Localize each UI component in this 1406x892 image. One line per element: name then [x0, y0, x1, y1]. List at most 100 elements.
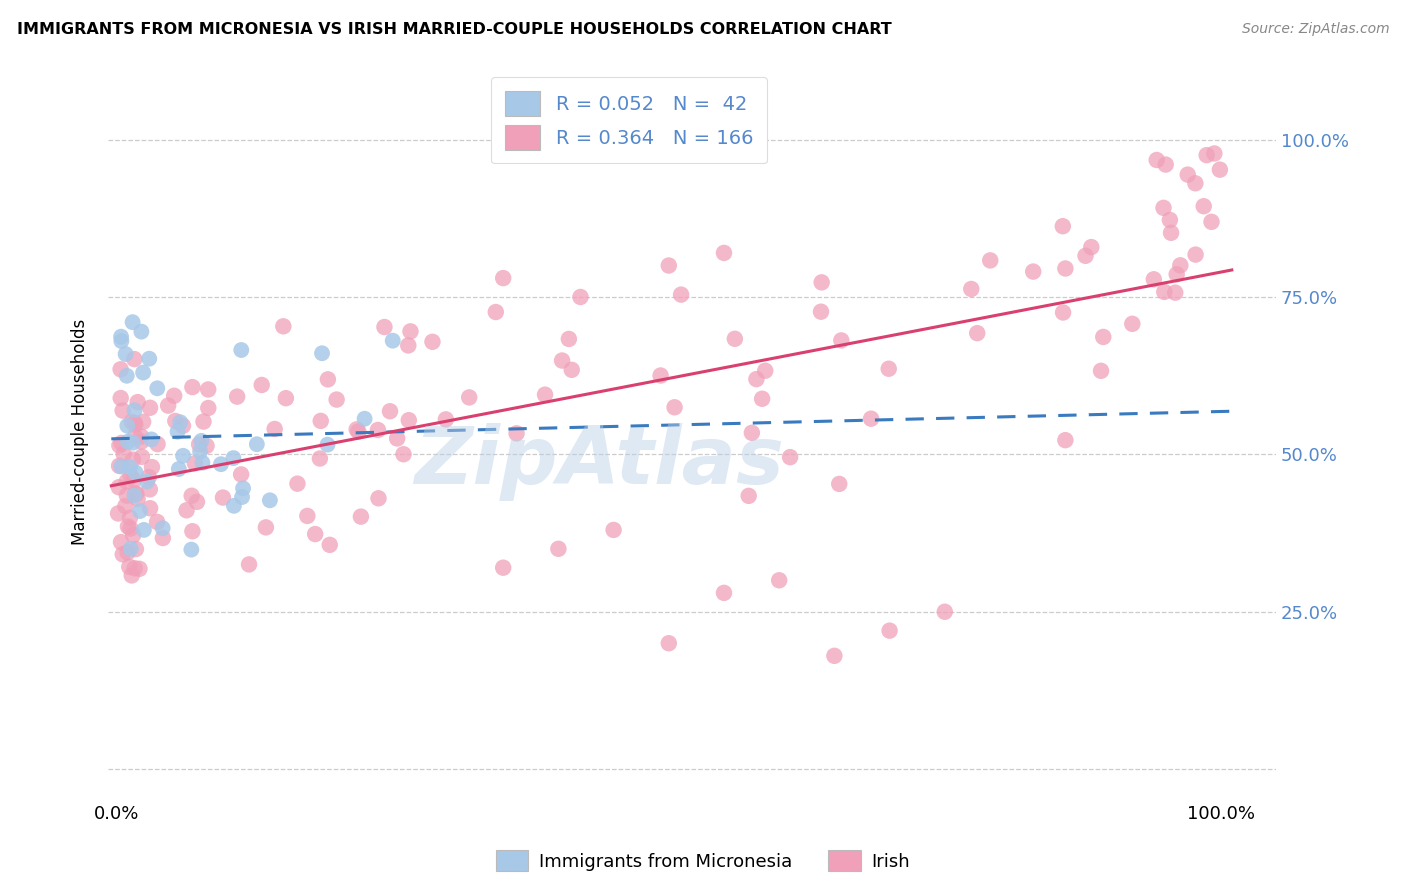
- Point: [141, 460, 163, 475]
- Text: ZipAtlas: ZipAtlas: [413, 423, 783, 500]
- Point: [367, 491, 389, 506]
- Point: [190, 434, 212, 448]
- Point: [110, 535, 132, 549]
- Point: [1159, 213, 1181, 227]
- Point: [1164, 285, 1187, 300]
- Point: [1209, 162, 1232, 177]
- Point: [724, 332, 747, 346]
- Point: [110, 459, 132, 474]
- Point: [658, 636, 681, 650]
- Point: [118, 510, 141, 524]
- Point: [111, 403, 134, 417]
- Point: [287, 476, 309, 491]
- Point: [434, 412, 457, 426]
- Point: [713, 586, 735, 600]
- Point: [1092, 330, 1115, 344]
- Point: [1184, 176, 1206, 190]
- Point: [110, 436, 132, 450]
- Point: [184, 456, 207, 470]
- Point: [754, 364, 776, 378]
- Point: [110, 334, 132, 348]
- Point: [125, 486, 148, 500]
- Point: [139, 483, 162, 497]
- Point: [180, 542, 202, 557]
- Point: [128, 562, 150, 576]
- Point: [779, 450, 801, 464]
- Point: [115, 368, 138, 383]
- Point: [1160, 226, 1182, 240]
- Point: [505, 426, 527, 441]
- Point: [122, 528, 145, 542]
- Point: [399, 325, 422, 339]
- Point: [146, 515, 169, 529]
- Point: [124, 416, 146, 430]
- Point: [132, 523, 155, 537]
- Point: [188, 444, 211, 458]
- Point: [810, 304, 832, 318]
- Point: [131, 450, 153, 464]
- Point: [485, 305, 508, 319]
- Point: [350, 509, 373, 524]
- Point: [311, 346, 333, 360]
- Point: [197, 401, 219, 415]
- Point: [1177, 168, 1199, 182]
- Point: [1184, 247, 1206, 261]
- Point: [169, 415, 191, 429]
- Point: [112, 447, 135, 461]
- Point: [197, 383, 219, 397]
- Point: [188, 437, 211, 451]
- Point: [136, 475, 159, 489]
- Point: [534, 387, 557, 401]
- Point: [768, 574, 790, 588]
- Point: [273, 319, 295, 334]
- Point: [108, 458, 131, 473]
- Point: [1054, 261, 1077, 276]
- Point: [458, 391, 481, 405]
- Point: [120, 541, 142, 556]
- Point: [117, 519, 139, 533]
- Point: [664, 401, 686, 415]
- Point: [259, 493, 281, 508]
- Point: [1052, 219, 1074, 234]
- Point: [127, 395, 149, 409]
- Point: [138, 470, 160, 484]
- Point: [823, 648, 845, 663]
- Point: [492, 271, 515, 285]
- Point: [132, 415, 155, 429]
- Point: [1204, 146, 1226, 161]
- Text: IMMIGRANTS FROM MICRONESIA VS IRISH MARRIED-COUPLE HOUSEHOLDS CORRELATION CHART: IMMIGRANTS FROM MICRONESIA VS IRISH MARR…: [17, 22, 891, 37]
- Point: [107, 480, 129, 494]
- Point: [120, 469, 142, 483]
- Point: [115, 475, 138, 489]
- Point: [1153, 201, 1175, 215]
- Point: [422, 334, 444, 349]
- Point: [828, 477, 851, 491]
- Point: [979, 253, 1001, 268]
- Point: [122, 473, 145, 487]
- Point: [232, 481, 254, 495]
- Point: [385, 432, 408, 446]
- Point: [547, 541, 569, 556]
- Point: [1192, 199, 1215, 213]
- Point: [139, 501, 162, 516]
- Point: [107, 507, 129, 521]
- Point: [117, 545, 139, 559]
- Point: [131, 325, 153, 339]
- Point: [108, 438, 131, 452]
- Point: [297, 508, 319, 523]
- Point: [810, 276, 832, 290]
- Point: [166, 425, 188, 439]
- Point: [165, 414, 187, 428]
- Point: [254, 520, 277, 534]
- Point: [346, 422, 368, 436]
- Point: [238, 558, 260, 572]
- Point: [127, 491, 149, 506]
- Point: [316, 372, 339, 386]
- Text: Source: ZipAtlas.com: Source: ZipAtlas.com: [1241, 22, 1389, 37]
- Point: [558, 332, 581, 346]
- Point: [381, 334, 404, 348]
- Point: [124, 403, 146, 417]
- Point: [658, 259, 681, 273]
- Point: [181, 524, 204, 539]
- Point: [111, 547, 134, 561]
